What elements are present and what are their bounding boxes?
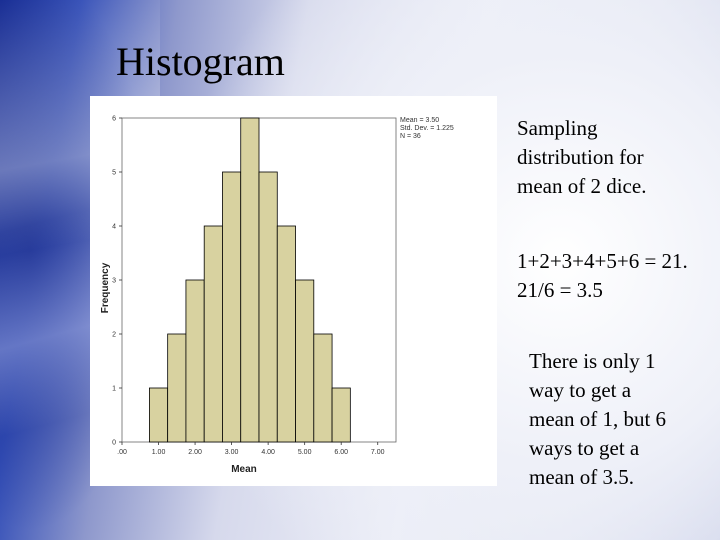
y-tick-label: 1 <box>112 386 116 393</box>
x-tick-label: 7.00 <box>371 449 385 456</box>
histogram-bar <box>167 333 187 443</box>
histogram-bar <box>276 225 296 443</box>
y-tick-label: 0 <box>112 440 116 447</box>
stats-label: N = 36 <box>400 133 421 140</box>
y-tick-label: 3 <box>112 278 116 285</box>
x-tick-label: .00 <box>117 449 127 456</box>
histogram-bar <box>331 387 351 443</box>
histogram-figure: 0 1 2 3 4 5 6.00 1.00 2.00 3.00 4.00 5.00 6.00 7.00 Me… <box>90 96 497 486</box>
caption-line: There is only 1 <box>529 349 656 373</box>
x-tick-label: 5.00 <box>298 449 312 456</box>
caption-line: 1+2+3+4+5+6 = 21. <box>517 249 688 273</box>
histogram-bar <box>185 279 205 443</box>
caption-ways-explanation: There is only 1 way to get a mean of 1, … <box>529 347 709 492</box>
x-tick-label: 1.00 <box>152 449 166 456</box>
stats-label: Std. Dev. = 1.225 <box>400 125 454 132</box>
histogram-bar <box>258 171 278 443</box>
y-tick-label: 2 <box>112 332 116 339</box>
histogram-bar <box>222 171 242 443</box>
y-axis-title: Frequency <box>100 262 111 313</box>
y-tick-label: 5 <box>112 170 116 177</box>
y-tick-label: 6 <box>112 116 116 123</box>
caption-line: way to get a <box>529 378 632 402</box>
x-tick-label: 4.00 <box>261 449 275 456</box>
x-axis-title: Mean <box>231 464 257 475</box>
caption-sampling-distribution: Sampling distribution for mean of 2 dice… <box>517 114 717 201</box>
x-tick-label: 2.00 <box>188 449 202 456</box>
caption-line: mean of 2 dice. <box>517 174 647 198</box>
histogram-bar <box>203 225 223 443</box>
caption-line: distribution for <box>517 145 644 169</box>
y-tick-label: 4 <box>112 224 116 231</box>
histogram-bar <box>295 279 315 443</box>
caption-line: ways to get a <box>529 436 640 460</box>
slide-title: Histogram <box>116 39 285 84</box>
caption-line: Sampling <box>517 116 598 140</box>
histogram-bar <box>313 333 333 443</box>
x-tick-label: 3.00 <box>225 449 239 456</box>
x-tick-label: 6.00 <box>334 449 348 456</box>
stats-label: Mean = 3.50 <box>400 117 439 124</box>
histogram-bar <box>240 117 260 443</box>
caption-line: mean of 1, but 6 <box>529 407 667 431</box>
caption-line: mean of 3.5. <box>529 465 634 489</box>
caption-sum-calculation: 1+2+3+4+5+6 = 21. 21/6 = 3.5 <box>517 247 717 305</box>
caption-line: 21/6 = 3.5 <box>517 278 603 302</box>
histogram-bar <box>149 387 169 443</box>
